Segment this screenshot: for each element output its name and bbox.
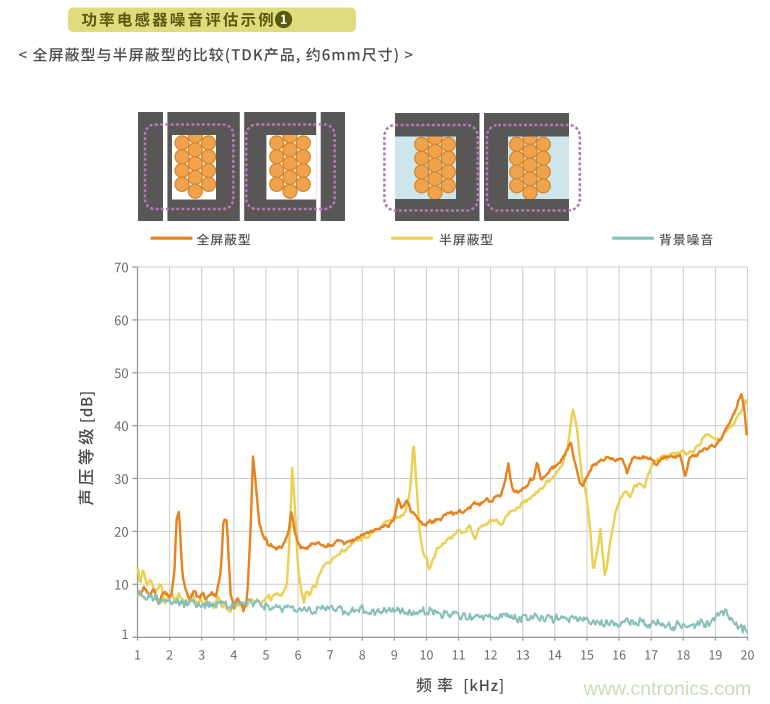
svg-text:www.cntronics.com: www.cntronics.com	[583, 678, 752, 700]
